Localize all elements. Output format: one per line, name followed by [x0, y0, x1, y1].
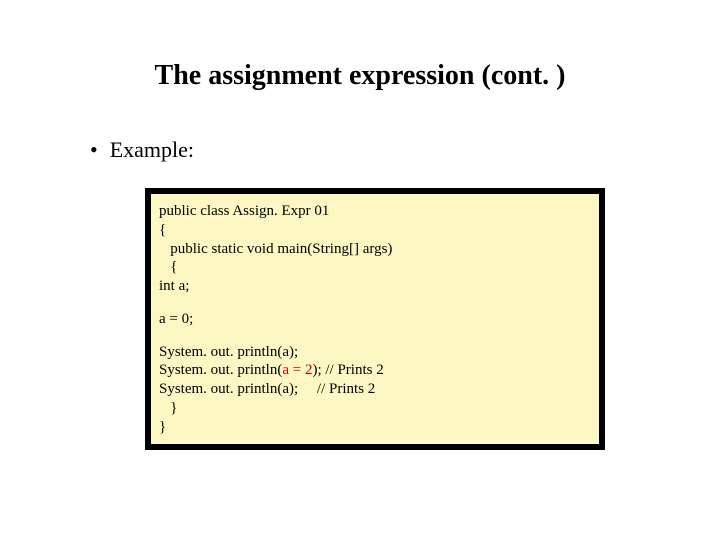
bullet-marker: •: [90, 137, 98, 163]
bullet-item: • Example:: [90, 137, 660, 163]
code-line: System. out. println(a = 2); // Prints 2: [159, 361, 591, 380]
code-line: public static void main(String[] args): [159, 240, 591, 259]
code-line: System. out. println(a);: [159, 343, 591, 362]
bullet-text: Example:: [110, 137, 194, 163]
code-line: a = 0;: [159, 310, 591, 329]
code-text: System. out. println(: [159, 362, 282, 378]
slide-title: The assignment expression (cont. ): [60, 60, 660, 92]
code-block-2: a = 0;: [159, 310, 591, 329]
code-line: {: [159, 221, 591, 240]
slide-container: The assignment expression (cont. ) • Exa…: [0, 0, 720, 540]
code-line: int a;: [159, 277, 591, 296]
code-line: }: [159, 418, 591, 437]
code-highlight: a = 2: [282, 362, 312, 378]
code-line: public class Assign. Expr 01: [159, 202, 591, 221]
code-line: }: [159, 399, 591, 418]
code-line: {: [159, 258, 591, 277]
code-line: System. out. println(a); // Prints 2: [159, 380, 591, 399]
code-block-3: System. out. println(a); System. out. pr…: [159, 343, 591, 437]
code-text: ); // Prints 2: [312, 362, 383, 378]
code-container: public class Assign. Expr 01 { public st…: [145, 188, 605, 450]
code-block-1: public class Assign. Expr 01 { public st…: [159, 202, 591, 296]
code-box: public class Assign. Expr 01 { public st…: [151, 194, 599, 444]
